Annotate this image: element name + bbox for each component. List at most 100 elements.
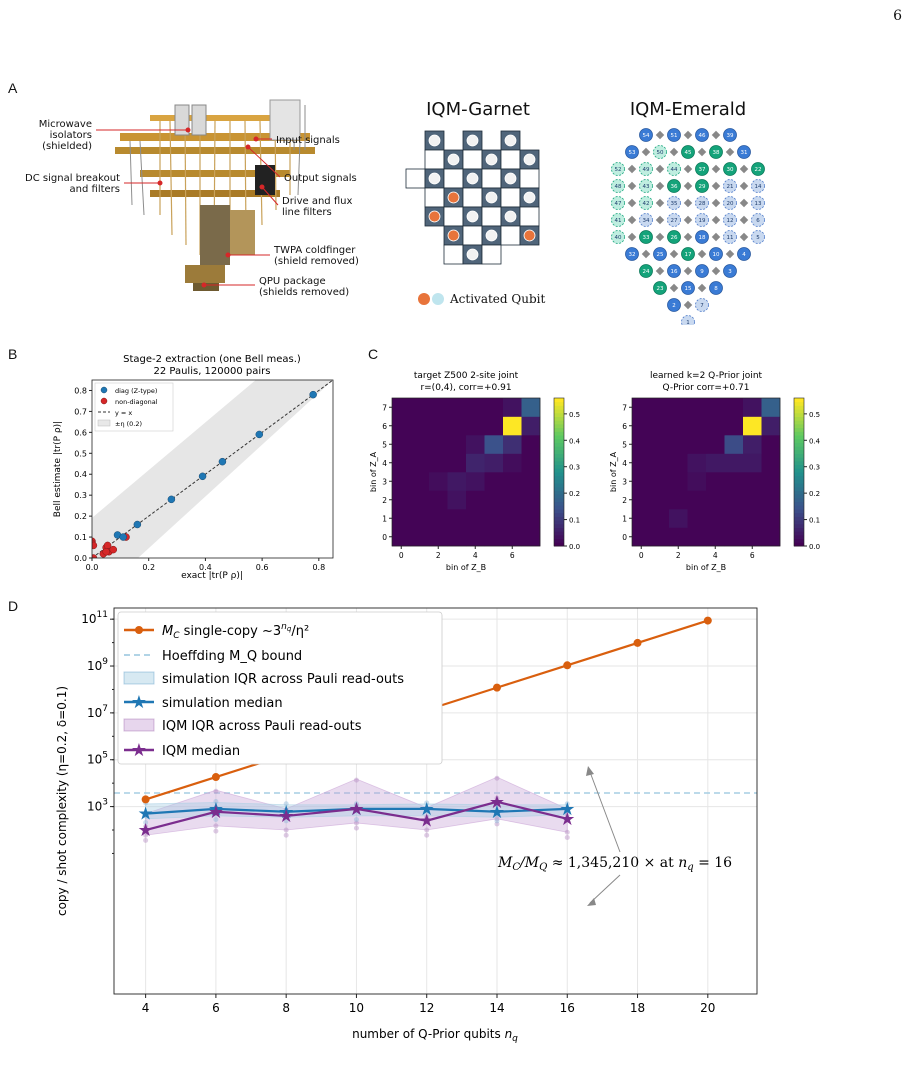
callout-qpu-2: (shields removed) [259, 287, 349, 298]
emerald-coupler [669, 147, 679, 157]
emerald-coupler [711, 215, 721, 225]
emerald-qubit [653, 145, 667, 159]
b-xtick: 0.4 [199, 563, 212, 572]
c-cell [521, 398, 541, 417]
emerald-qubit [695, 298, 709, 312]
legend-active-dot [418, 293, 430, 305]
c-cell [706, 453, 725, 473]
emerald-qubit [611, 179, 625, 193]
d-sim-readout [143, 813, 149, 819]
b-ytick: 0.6 [74, 428, 87, 437]
b-point-diag [119, 533, 127, 541]
c-cell [392, 527, 411, 547]
c-cell [687, 509, 707, 528]
d-xtick: 4 [142, 1001, 150, 1015]
garnet-qubit [447, 153, 460, 166]
c-ylabel: bin of Z_A [369, 451, 378, 492]
c-cell [503, 509, 522, 528]
c-cell [669, 453, 688, 473]
c-cell [687, 472, 707, 491]
c-cell [410, 472, 430, 491]
emerald-qubit-label: 51 [671, 133, 678, 139]
c-cell [466, 472, 485, 491]
d-iqm-median-point: ★ [489, 792, 505, 813]
emerald-qubit [611, 162, 625, 176]
c-ytick: 4 [382, 459, 387, 468]
emerald-coupler [697, 249, 707, 259]
b-point-diag [133, 520, 142, 529]
emerald-qubit-label: 5 [756, 235, 760, 241]
d-xtick: 12 [419, 1001, 434, 1015]
d-iqm-readout [213, 823, 219, 829]
d-iqm-readout [353, 825, 359, 831]
garnet-coupler [481, 244, 502, 265]
d-iqm-readout [424, 827, 430, 833]
page-number: 6 [893, 8, 902, 24]
d-xtick: 8 [282, 1001, 290, 1015]
d-legend-mc: MC single-copy ~3nq/η² [162, 622, 309, 641]
emerald-qubit-label: 49 [643, 167, 650, 173]
emerald-qubit [737, 145, 751, 159]
emerald-qubit [667, 162, 681, 176]
emerald-qubit-label: 37 [699, 167, 706, 173]
emerald-qubit-label: 33 [643, 235, 650, 241]
c-cell [466, 490, 485, 510]
c-cell [687, 527, 707, 547]
d-sim-readout [564, 801, 570, 807]
d-ylabel: copy / shot complexity (η=0.2, δ=0.1) [55, 686, 69, 916]
c-cell [410, 509, 430, 528]
c-cell [392, 509, 411, 528]
legend-passive-dot [432, 293, 444, 305]
c-cell [484, 490, 504, 510]
emerald-qubit [639, 196, 653, 210]
c-cell [669, 490, 688, 510]
emerald-qubit-label: 14 [755, 184, 762, 190]
b-legend: diag (Z-type) non-diagonal y = x ±η (0.2… [94, 382, 174, 432]
c-ytick: 1 [382, 514, 387, 523]
garnet-qubit [485, 191, 498, 204]
emerald-qubit [723, 264, 737, 278]
c-cell [466, 527, 485, 547]
emerald-qubit [723, 230, 737, 244]
emerald-coupler [683, 300, 693, 310]
emerald-coupler [697, 283, 707, 293]
emerald-coupler [725, 147, 735, 157]
c-ytick: 6 [382, 422, 387, 431]
c-cbar-tick: 0.4 [809, 437, 821, 445]
garnet-qubit [428, 210, 441, 223]
c-cell [466, 509, 485, 528]
d-xlabel: number of Q-Prior qubits nq [352, 1027, 518, 1044]
emerald-qubit [709, 281, 723, 295]
emerald-coupler [739, 198, 749, 208]
emerald-qubit-label: 23 [657, 286, 664, 292]
emerald-qubit-label: 18 [699, 235, 706, 241]
d-legend-iqm-median: IQM median [162, 744, 240, 759]
c-cell [392, 490, 411, 510]
c-cell [632, 416, 651, 436]
c-cell [724, 472, 744, 491]
emerald-qubit [625, 247, 639, 261]
c-ytick: 7 [622, 403, 627, 412]
c-cell [410, 416, 430, 436]
c-cell [632, 453, 651, 473]
d-sim-readout [494, 818, 500, 824]
emerald-qubit-label: 42 [643, 201, 650, 207]
panel-a: Microwave isolators (shielded) DC signal… [25, 99, 765, 325]
emerald-qubit-label: 21 [727, 184, 734, 190]
b-legend-eta: ±η (0.2) [115, 420, 142, 428]
c-cell [503, 435, 522, 454]
d-iqm-readout [494, 816, 500, 822]
b-ytick: 0.3 [74, 491, 87, 500]
c-cbar-tick: 0.0 [569, 543, 580, 551]
emerald-qubit-label: 13 [755, 201, 762, 207]
c-cell [761, 453, 781, 473]
emerald-qubit [611, 213, 625, 227]
c-cell [484, 416, 504, 436]
d-iqm-readout [564, 834, 570, 840]
c-cell [392, 453, 411, 473]
d-ytick: 105 [87, 751, 108, 767]
emerald-qubit [639, 162, 653, 176]
garnet-qubit [466, 248, 479, 261]
c-cell [650, 509, 670, 528]
c-cell [447, 527, 467, 547]
